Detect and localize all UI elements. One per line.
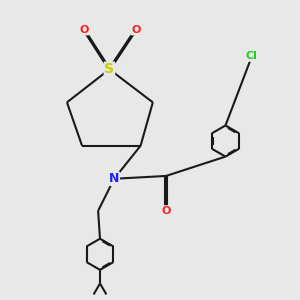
Text: S: S (104, 62, 114, 76)
Text: O: O (79, 25, 88, 35)
Text: N: N (109, 172, 119, 185)
Text: Cl: Cl (246, 51, 258, 61)
Text: O: O (131, 25, 140, 35)
Text: O: O (161, 206, 171, 216)
